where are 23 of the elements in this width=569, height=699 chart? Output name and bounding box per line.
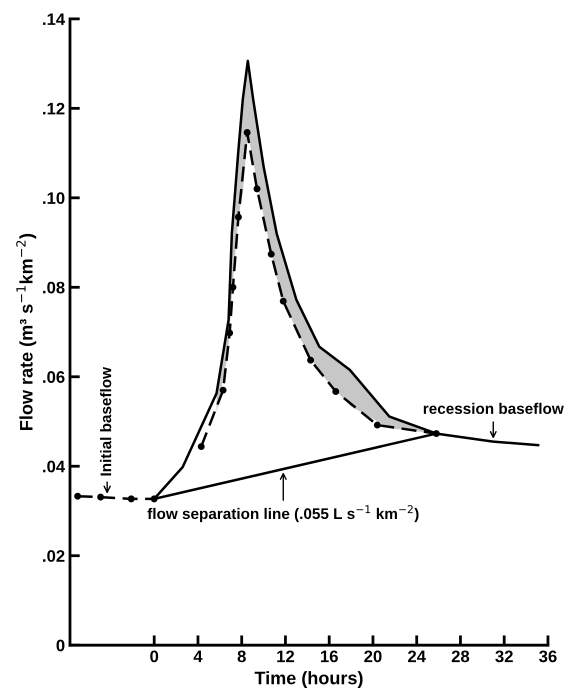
x-tick-label: 8 [238, 650, 246, 662]
y-tick-label: .04 [43, 460, 66, 472]
x-tick-label: 36 [539, 650, 557, 662]
x-tick-label: 20 [364, 650, 382, 662]
y-axis-title: Flow rate (m³ s$^{−1}$km$^{−2}$) [16, 234, 36, 430]
annotation: Initial baseflow [100, 366, 112, 476]
x-tick-label: 12 [277, 650, 294, 662]
annotation: recession baseflow [424, 402, 564, 414]
x-tick-label: 32 [495, 650, 513, 662]
x-tick-label: 28 [452, 650, 470, 662]
x-tick-label: 16 [320, 650, 338, 662]
y-tick-label: .02 [43, 550, 64, 562]
y-tick-label: 0 [56, 640, 64, 652]
x-axis-title: Time (hours) [254, 671, 363, 688]
annotation: flow separation line (.055 L s$^{−1}$ km$^{−2}$) [147, 505, 419, 522]
x-tick-label: 0 [150, 650, 158, 662]
y-tick-label: .08 [43, 282, 65, 294]
y-tick-label: .12 [43, 102, 64, 114]
y-tick-label: .06 [43, 371, 65, 383]
y-tick-label: .14 [43, 13, 66, 25]
x-tick-label: 24 [408, 650, 426, 662]
y-tick-label: .10 [43, 192, 64, 204]
x-tick-label: 4 [194, 650, 202, 662]
